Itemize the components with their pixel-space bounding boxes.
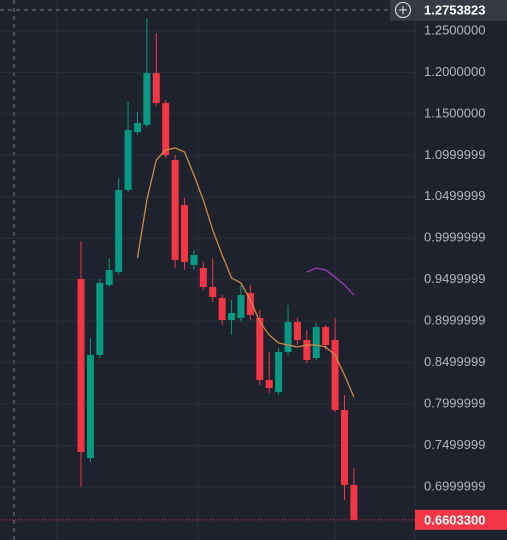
y-tick-label: 0.7999999 xyxy=(424,395,485,410)
candle-body xyxy=(209,286,217,298)
plot xyxy=(77,17,358,520)
moving-average-line xyxy=(136,147,355,398)
crosshair-price-label: 1.2753823 xyxy=(424,2,485,17)
candle-body xyxy=(105,270,113,286)
y-tick-label: 0.9999999 xyxy=(424,230,485,245)
last-price-box xyxy=(415,509,507,530)
y-tick-label: 0.9499999 xyxy=(424,271,485,286)
candle-body xyxy=(228,313,236,320)
y-tick-label: 1.0499999 xyxy=(424,188,485,203)
candle-body xyxy=(312,327,320,359)
candle-body xyxy=(86,354,94,459)
candle-body xyxy=(331,339,339,411)
candle-body xyxy=(77,279,85,453)
candle-body xyxy=(115,190,123,272)
candle-body xyxy=(218,298,226,320)
candle-body xyxy=(162,103,170,156)
candle-body xyxy=(96,283,104,355)
y-tick-label: 0.6999999 xyxy=(424,478,485,493)
candle-body xyxy=(124,129,132,191)
candle-body xyxy=(284,321,292,352)
y-tick-label: 1.0999999 xyxy=(424,147,485,162)
last-price-label: 0.6603300 xyxy=(424,512,485,527)
add-icon xyxy=(394,1,412,19)
y-tick-label: 1.1500000 xyxy=(424,105,485,120)
candle-body xyxy=(340,410,348,485)
candle-body xyxy=(152,73,160,104)
add-icon-plus xyxy=(399,5,407,14)
candle-body xyxy=(256,317,264,381)
grid xyxy=(0,30,415,488)
candle-body xyxy=(246,292,254,316)
candle-body xyxy=(293,321,301,340)
y-tick-label: 1.2500000 xyxy=(424,22,485,37)
crosshair-price-box xyxy=(390,0,507,21)
y-tick-label: 1.2000000 xyxy=(424,64,485,79)
y-tick-label: 0.7499999 xyxy=(424,437,485,452)
candle-body xyxy=(133,123,141,132)
candle-body xyxy=(322,327,330,346)
y-tick-label: 0.8499999 xyxy=(424,354,485,369)
candle-body xyxy=(199,268,207,287)
candle-body xyxy=(237,295,245,318)
candle-body xyxy=(275,351,283,393)
moving-average-line xyxy=(306,267,355,296)
y-tick-label: 0.8999999 xyxy=(424,313,485,328)
candle-body xyxy=(303,339,311,361)
candle-body xyxy=(350,484,358,520)
candle-body xyxy=(265,380,273,389)
candle-body xyxy=(190,254,198,266)
candle-body xyxy=(181,205,189,263)
candle-body xyxy=(143,73,151,126)
candle-body xyxy=(171,159,179,260)
